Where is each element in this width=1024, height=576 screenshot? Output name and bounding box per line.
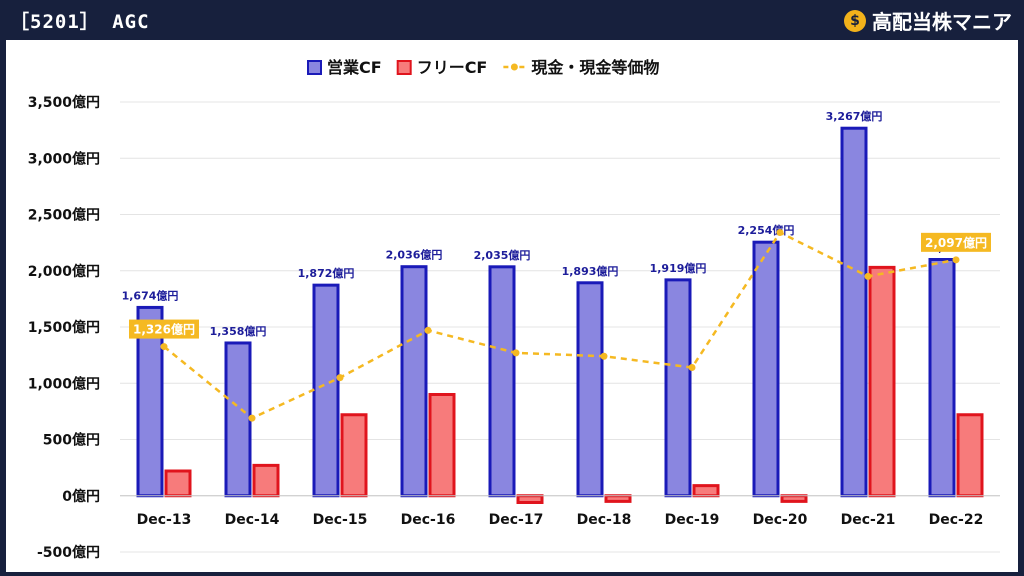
legend-swatch [307,60,322,75]
free-cf-bar [516,494,544,504]
cash-line [163,230,957,420]
legend-label: フリーCF [417,58,488,77]
y-tick-label: 1,500億円 [28,319,100,336]
y-tick-label: 2,500億円 [28,207,100,224]
operating-cf-data-label: 1,893億円 [562,264,619,278]
operating-cf-data-label: 1,872億円 [298,266,355,280]
cash-callout-box [921,232,991,252]
x-tick-label: Dec-20 [753,512,808,528]
operating-cf-data-label: 1,358億円 [210,324,267,338]
x-tick-label: Dec-14 [225,512,280,528]
x-tick-label: Dec-17 [489,512,544,528]
y-tick-label: 1,000億円 [28,375,100,392]
title-bar: ［5201］ AGC $ 高配当株マニア [0,0,1024,40]
free-cf-bar [956,413,984,498]
free-cf-bar [164,469,192,498]
free-cf-bar [692,484,720,498]
brand-logo: $ 高配当株マニア [844,6,1012,35]
cash-point [336,374,344,382]
cash-callout-label: 2,097億円 [925,235,987,250]
operating-cf-bar [840,126,868,498]
operating-cf-bar [928,258,956,498]
operating-cf-data-label: 2,254億円 [738,223,795,237]
x-tick-label: Dec-18 [577,512,632,528]
y-tick-label: -500億円 [37,544,100,561]
free-cf-bar [604,494,632,503]
cash-callout-label: 1,326億円 [133,322,195,337]
y-tick-label: 0億円 [62,488,100,505]
y-tick-label: 3,000億円 [28,150,100,167]
cash-point [600,352,608,360]
operating-cf-bar [224,341,252,498]
operating-cf-bar [664,278,692,498]
operating-cf-bar [400,265,428,498]
cash-callout-box [129,319,199,339]
cash-point [512,349,520,357]
operating-cf-bar [752,240,780,498]
operating-cf-data-label: 2,036億円 [386,248,443,262]
x-tick-label: Dec-15 [313,512,368,528]
x-tick-label: Dec-22 [929,512,984,528]
free-cf-bar [340,413,368,498]
legend-label: 現金・現金等価物 [531,58,659,77]
legend-swatch-point [510,63,518,71]
page-title: ［5201］ AGC [10,11,150,33]
x-tick-label: Dec-13 [137,512,192,528]
operating-cf-data-label: 2,035億円 [474,248,531,262]
operating-cf-data-label: 1,674億円 [122,288,179,302]
money-bag-icon: $ [844,9,866,32]
y-tick-label: 2,000億円 [28,263,100,280]
operating-cf-data-label: 1,919億円 [650,261,707,275]
legend-label: 営業CF [327,58,382,77]
cash-point [688,364,696,371]
cash-point [952,256,960,264]
operating-cf-data-label: 3,267億円 [826,109,883,123]
free-cf-bar [780,494,808,503]
operating-cf-bar [576,281,604,498]
operating-cf-bar [312,283,340,498]
cash-point [248,414,256,422]
brand-name: 高配当株マニア [872,10,1012,34]
x-tick-label: Dec-19 [665,512,720,528]
operating-cf-bar [488,265,516,498]
free-cf-bar [252,463,280,498]
x-tick-label: Dec-21 [841,512,896,528]
y-tick-label: 3,500億円 [28,94,100,111]
free-cf-bar [428,393,456,498]
legend-swatch [396,60,412,75]
cash-point [776,229,784,236]
x-tick-label: Dec-16 [401,512,456,528]
y-tick-label: 500億円 [43,432,100,449]
cash-point [864,272,872,280]
cash-point [160,343,168,351]
cash-point [424,326,432,334]
free-cf-bar [868,265,896,498]
